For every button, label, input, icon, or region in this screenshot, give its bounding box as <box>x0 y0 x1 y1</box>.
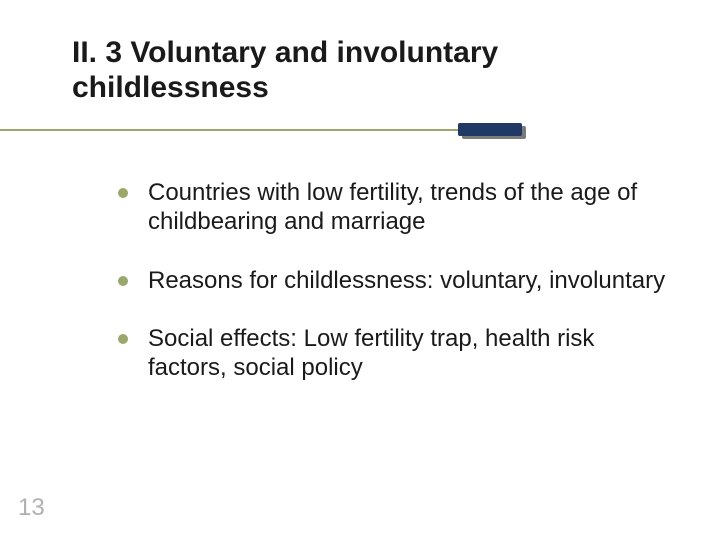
slide-title: II. 3 Voluntary and involuntary childles… <box>72 36 720 105</box>
list-item: Reasons for childlessness: voluntary, in… <box>118 267 670 296</box>
underline-line <box>0 129 522 131</box>
list-item: Social effects: Low fertility trap, heal… <box>118 325 670 383</box>
page-number: 13 <box>18 494 45 522</box>
bullet-list: Countries with low fertility, trends of … <box>72 179 720 383</box>
list-item: Countries with low fertility, trends of … <box>118 179 670 237</box>
slide: II. 3 Voluntary and involuntary childles… <box>0 0 720 540</box>
title-underline <box>0 123 522 137</box>
accent-box <box>458 123 522 136</box>
